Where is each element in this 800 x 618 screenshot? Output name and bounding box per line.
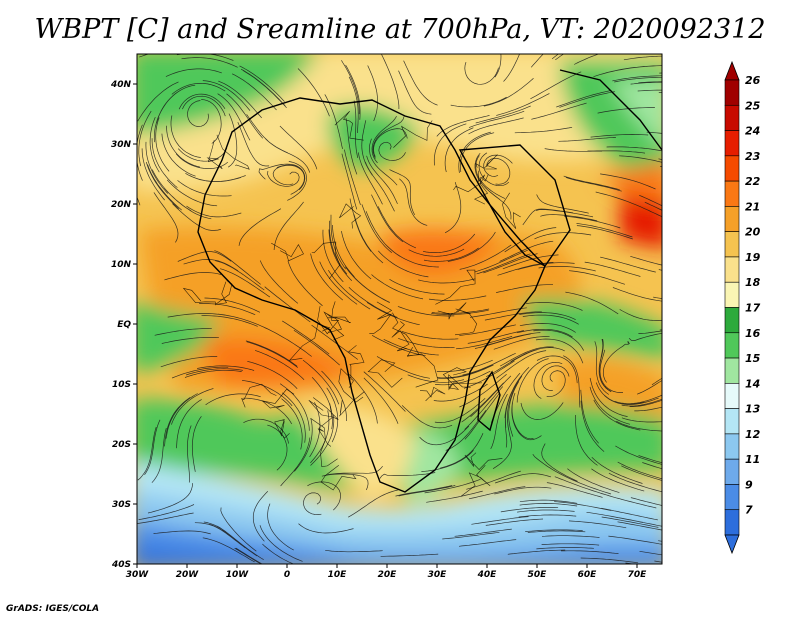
lon-tick-label: 10E (328, 570, 348, 580)
colorbar-swatch (724, 357, 740, 384)
colorbar-swatch (724, 130, 740, 157)
colorbar-label: 14 (745, 377, 760, 390)
colorbar-label: 9 (745, 478, 753, 491)
lon-tick-label: 20W (176, 570, 200, 580)
lat-tick-label: EQ (117, 320, 131, 330)
colorbar-label: 22 (745, 175, 761, 188)
plot-frame (136, 53, 663, 565)
colorbar-label: 11 (745, 453, 760, 466)
colorbar-swatch (724, 231, 740, 258)
colorbar-label: 17 (745, 302, 761, 315)
lat-tick-label: 40S (111, 560, 131, 570)
colorbar-label: 20 (745, 226, 761, 239)
colorbar: 26 25 24 23 22 21 20 19 18 17 16 15 14 13 12 11 9 7 (724, 60, 761, 555)
colorbar-swatch (724, 433, 740, 460)
colorbar-swatch (724, 104, 740, 131)
colorbar-label: 19 (745, 251, 761, 264)
lat-tick-label: 10S (112, 380, 131, 390)
colorbar-swatch (724, 180, 740, 207)
colorbar-label: 16 (745, 327, 761, 340)
longitude-axis: 30W 20W 10W 0 10E 20E 30E 40E 50E 60E 70E (126, 564, 647, 580)
colorbar-swatch (724, 155, 740, 182)
colorbar-swatch (724, 256, 740, 283)
colorbar-label: 26 (745, 74, 761, 87)
lon-tick-label: 70E (628, 570, 648, 580)
credit-text: GrADS: IGES/COLA (6, 604, 100, 614)
lon-tick-label: 50E (528, 570, 548, 580)
lat-tick-label: 30N (111, 140, 132, 150)
colorbar-bottom-arrow (724, 534, 740, 555)
lon-tick-label: 20E (378, 570, 398, 580)
colorbar-swatch (724, 79, 740, 106)
colorbar-label: 15 (745, 352, 761, 365)
colorbar-swatch (724, 332, 740, 359)
colorbar-label: 12 (745, 428, 761, 441)
lon-tick-label: 30E (428, 570, 448, 580)
colorbar-top-arrow (724, 60, 740, 81)
lat-tick-label: 40N (110, 80, 132, 90)
colorbar-swatch (724, 484, 740, 511)
lon-tick-label: 60E (578, 570, 598, 580)
colorbar-swatch (724, 206, 740, 232)
borders (182, 110, 521, 497)
map-title: WBPT [C] and Sreamline at 700hPa, VT: 20… (34, 14, 766, 45)
colorbar-label: 18 (745, 276, 761, 289)
wbpt-field (137, 54, 662, 564)
lon-tick-label: 30W (126, 570, 150, 580)
colorbar-label: 7 (745, 504, 753, 517)
colorbar-swatch (724, 281, 740, 308)
lon-tick-label: 10W (226, 570, 250, 580)
colorbar-swatch (724, 408, 740, 435)
colorbar-label: 21 (745, 200, 760, 213)
lat-tick-label: 10N (111, 260, 132, 270)
colorbar-swatch (724, 307, 740, 334)
colorbar-swatch (724, 509, 740, 536)
coastlines (197, 69, 662, 493)
colorbar-label: 25 (745, 99, 761, 112)
lat-tick-label: 20N (111, 200, 132, 210)
colorbar-label: 23 (745, 150, 761, 163)
colorbar-label: 13 (745, 403, 761, 416)
lon-tick-label: 40E (477, 570, 498, 580)
colorbar-swatch (724, 383, 740, 409)
colorbar-swatch (724, 458, 740, 485)
lat-tick-label: 20S (112, 440, 131, 450)
lon-tick-label: 0 (284, 570, 290, 580)
lat-tick-label: 30S (112, 500, 131, 510)
colorbar-label: 24 (745, 125, 760, 138)
latitude-axis: 40N 30N 20N 10N EQ 10S 20S 30S 40S (110, 80, 137, 570)
streamlines (137, 54, 662, 564)
